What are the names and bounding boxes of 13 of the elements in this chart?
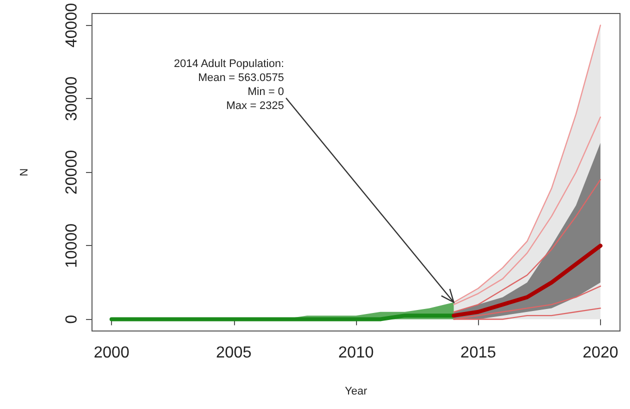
x-tick-label: 2010: [338, 344, 374, 362]
x-tick-label: 2005: [216, 344, 252, 362]
x-axis-title: Year: [344, 386, 368, 398]
x-tick-label: 2000: [94, 344, 130, 362]
y-tick-label: 40000: [64, 2, 80, 48]
x-tick-label: 2015: [460, 344, 496, 362]
y-tick-label: 20000: [64, 150, 80, 194]
y-tick-label: 0: [64, 314, 80, 324]
y-tick-label: 30000: [64, 76, 80, 121]
y-tick-label: 10000: [64, 223, 80, 268]
annotation: 2014 Adult Population: Mean = 563.0575 Min = 0 Max = 2325: [174, 57, 284, 113]
x-tick-label: 2020: [582, 344, 618, 362]
y-axis-title: N: [18, 168, 30, 176]
